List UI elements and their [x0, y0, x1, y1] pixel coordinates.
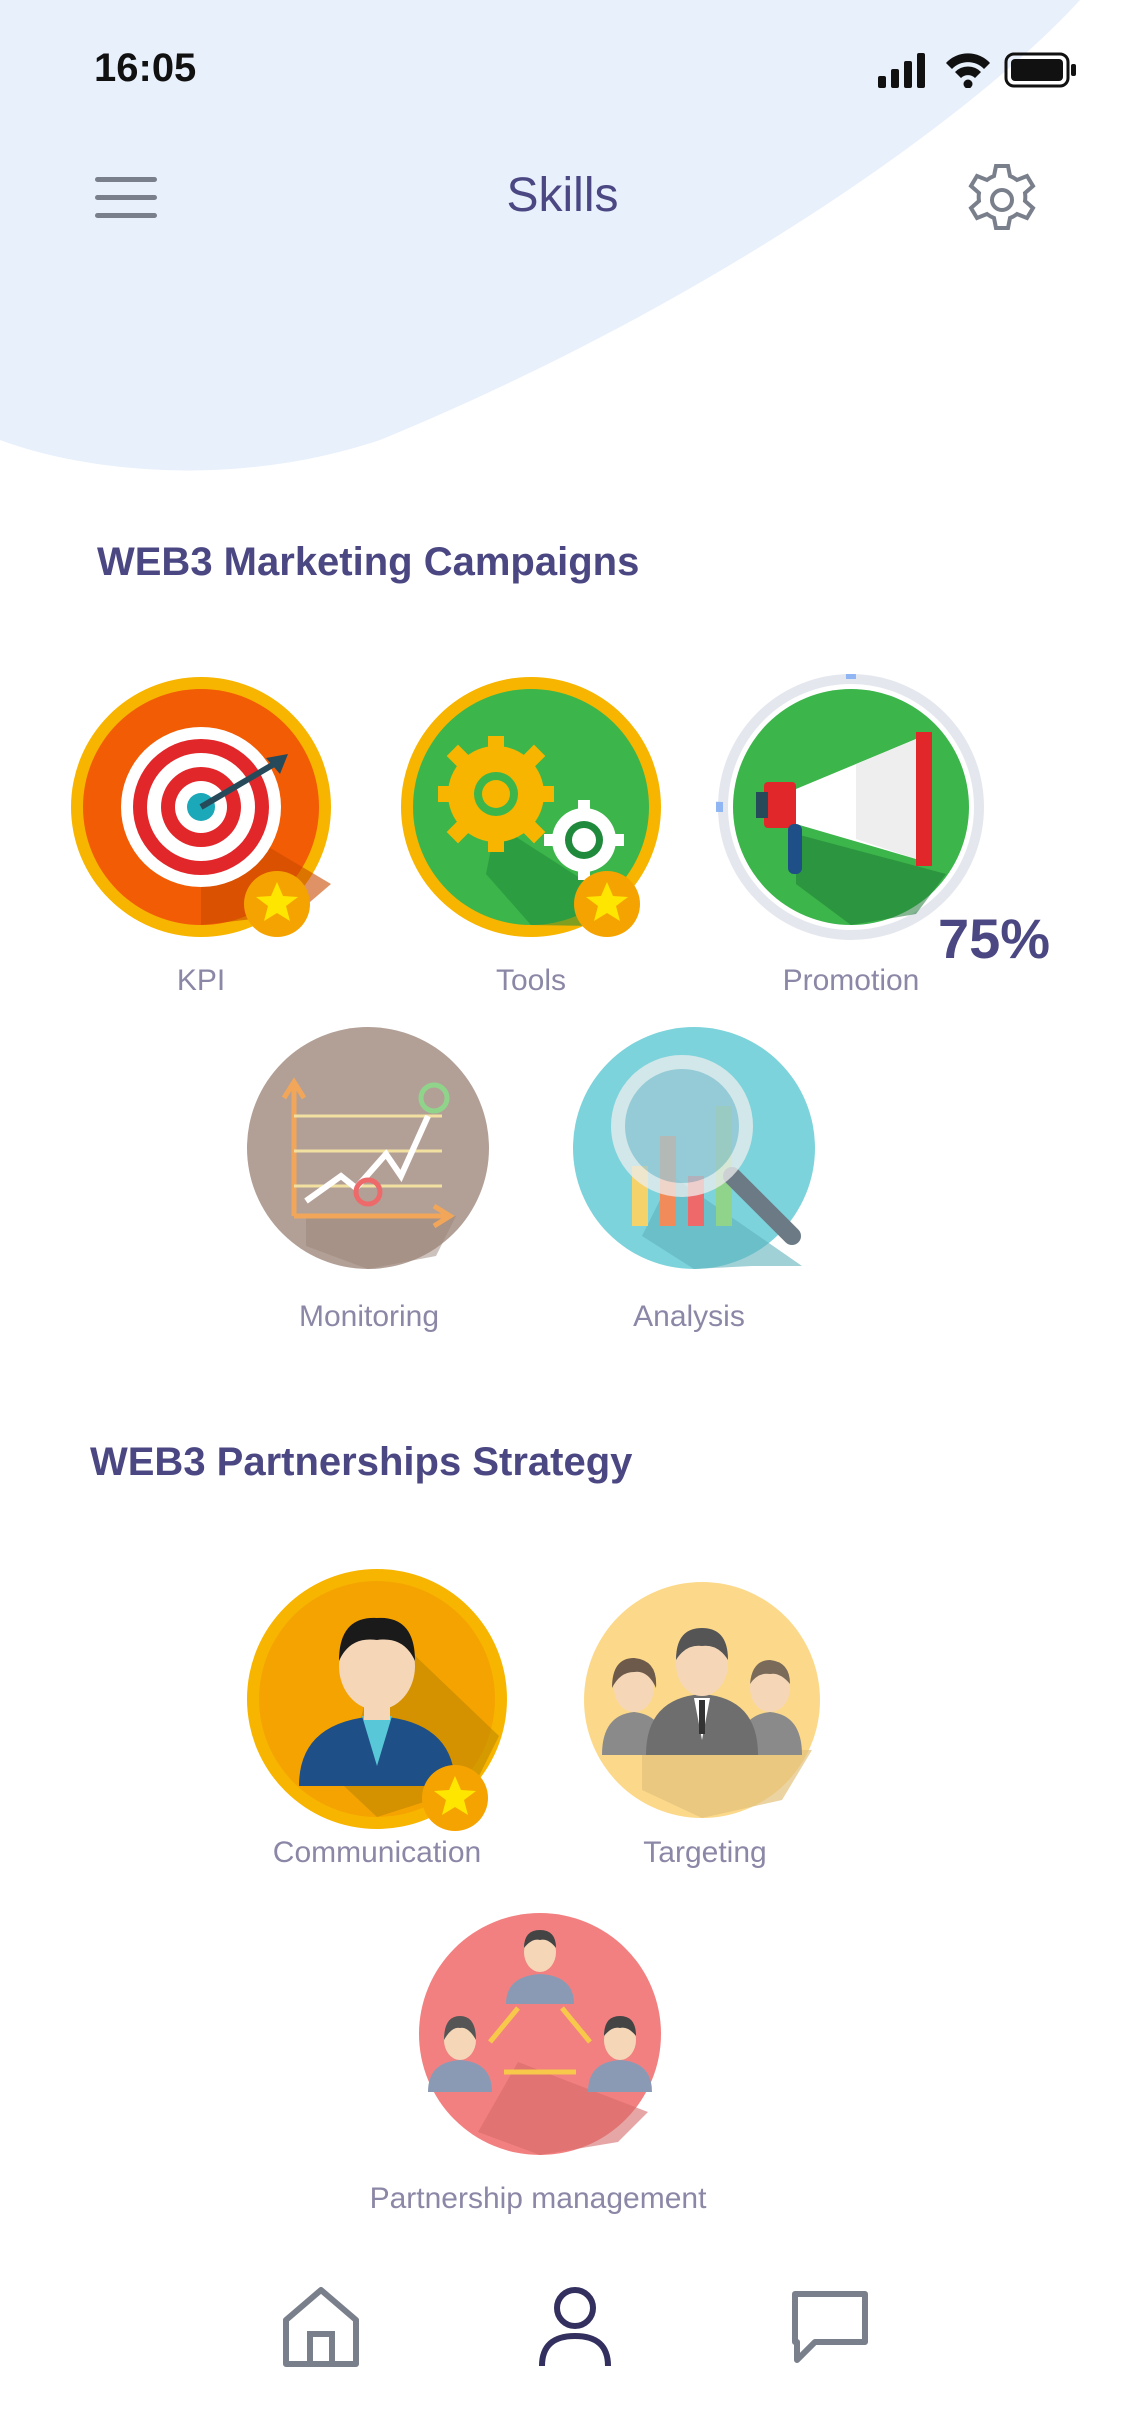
skill-tools[interactable]: Tools — [396, 674, 666, 997]
menu-icon[interactable] — [95, 175, 157, 221]
star-badge-icon — [422, 1765, 488, 1831]
section-title-partnerships: WEB3 Partnerships Strategy — [90, 1440, 633, 1484]
skill-promotion[interactable]: 75% Promotion — [716, 674, 1050, 997]
user-icon[interactable] — [530, 2280, 620, 2370]
magnifier-analysis-icon — [573, 1027, 815, 1269]
wifi-icon — [946, 53, 990, 88]
skill-monitoring[interactable]: Monitoring — [246, 1026, 516, 1333]
page-title: Skills — [506, 169, 619, 222]
skill-partnership-management[interactable]: Partnership management — [370, 1912, 718, 2215]
skill-label: KPI — [176, 964, 226, 997]
gears-icon — [401, 677, 661, 937]
skill-kpi[interactable]: KPI — [66, 674, 336, 997]
skill-label: Targeting — [643, 1836, 767, 1869]
chart-monitoring-icon — [247, 1027, 489, 1269]
skill-label: Promotion — [782, 964, 920, 997]
skill-label: Monitoring — [298, 1300, 440, 1333]
gear-icon[interactable] — [962, 160, 1042, 240]
progress-percent: 75% — [938, 907, 1051, 970]
star-badge-icon — [244, 871, 310, 937]
battery-icon — [1004, 52, 1076, 88]
skill-communication[interactable]: Communication — [244, 1566, 514, 1869]
chat-icon[interactable] — [785, 2280, 875, 2370]
person-icon — [247, 1569, 507, 1831]
skill-label: Partnership management — [369, 2182, 707, 2215]
megaphone-icon — [716, 674, 984, 940]
skill-label: Tools — [495, 964, 567, 997]
skill-targeting[interactable]: Targeting — [582, 1580, 852, 1880]
target-icon — [71, 677, 331, 937]
header-background-wave — [0, 0, 1080, 471]
home-icon[interactable] — [276, 2280, 366, 2370]
status-icons — [878, 52, 1076, 88]
network-people-icon — [419, 1913, 661, 2155]
bottom-nav — [0, 2280, 1125, 2436]
section-title-marketing: WEB3 Marketing Campaigns — [97, 540, 640, 584]
skill-analysis[interactable]: Analysis — [572, 1026, 842, 1333]
star-badge-icon — [574, 871, 640, 937]
skill-label: Communication — [272, 1836, 482, 1869]
signal-icon — [878, 53, 925, 88]
status-time: 16:05 — [94, 46, 197, 90]
group-icon — [584, 1582, 820, 1818]
skill-label: Analysis — [633, 1300, 745, 1333]
